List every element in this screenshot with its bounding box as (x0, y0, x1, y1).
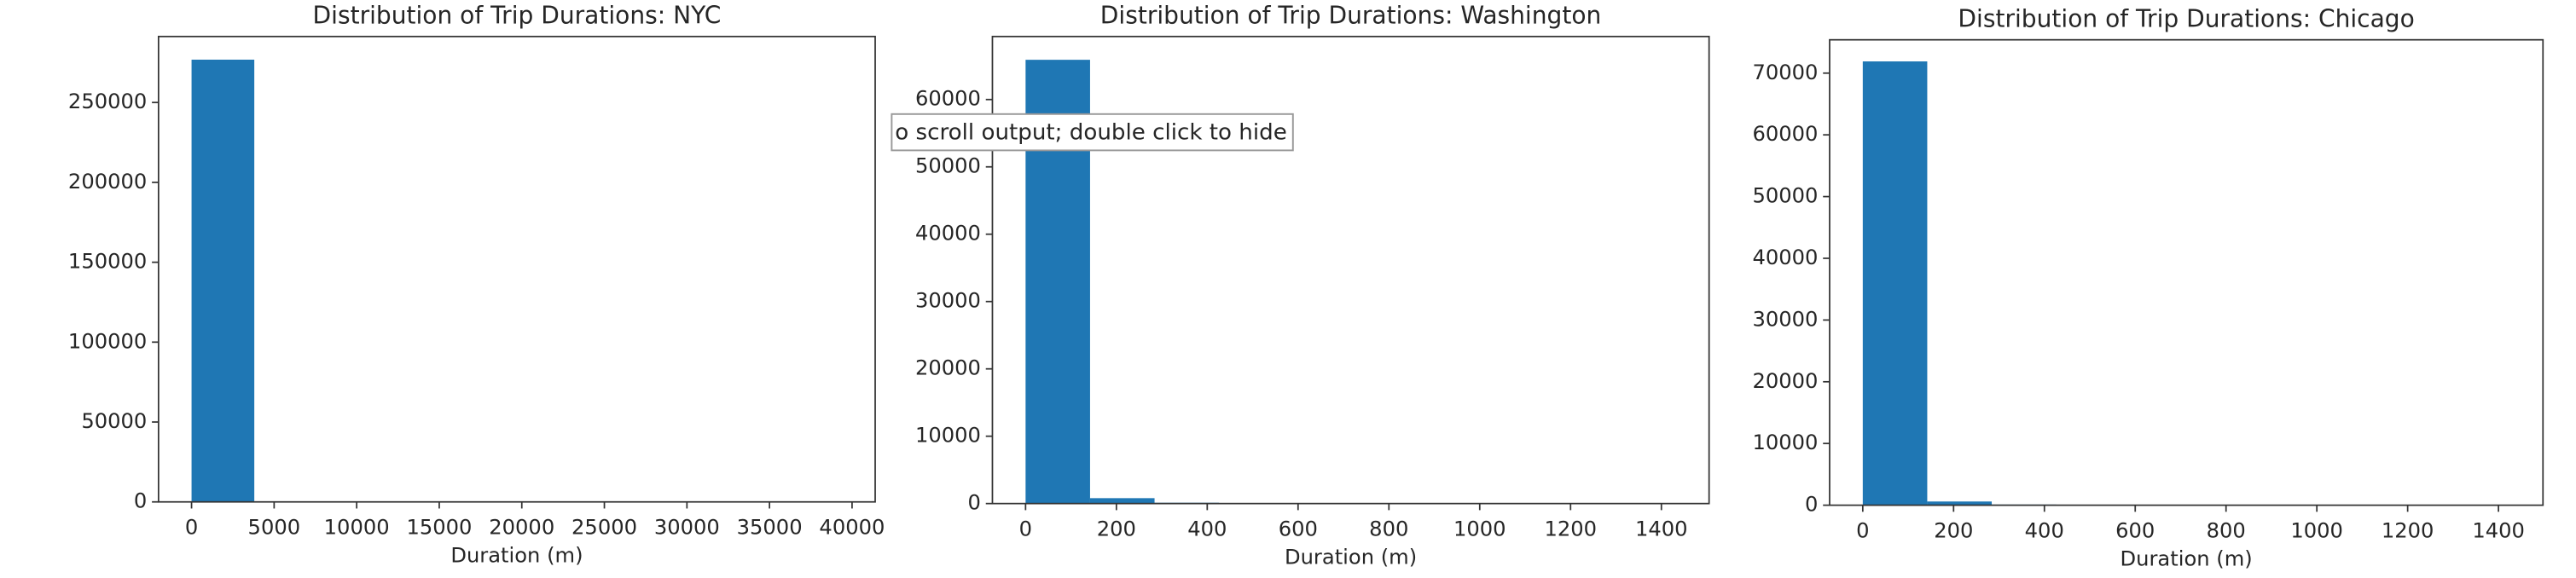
x-tick-label: 200 (1934, 519, 1973, 543)
chart: Distribution of Trip Durations: Washingt… (915, 2, 1710, 569)
x-tick-label: 25000 (571, 516, 637, 540)
x-tick-label: 800 (2207, 519, 2246, 543)
x-tick-label: 600 (1279, 517, 1318, 541)
x-tick-label: 1400 (1635, 517, 1688, 541)
x-axis-label: Duration (m) (450, 544, 583, 568)
x-tick-label: 40000 (819, 516, 885, 540)
bar (1089, 498, 1155, 504)
x-tick-label: 5000 (248, 516, 301, 540)
bar (1862, 61, 1928, 506)
y-tick-label: 250000 (68, 90, 147, 113)
bar (191, 59, 255, 502)
y-tick-label: 50000 (915, 154, 981, 178)
y-tick-label: 150000 (68, 250, 147, 274)
y-tick-label: 20000 (915, 356, 981, 380)
y-tick-label: 40000 (1752, 246, 1818, 269)
y-tick-label: 20000 (1752, 369, 1818, 393)
y-tick-label: 0 (134, 489, 147, 513)
y-tick-label: 40000 (915, 222, 981, 246)
chart: Distribution of Trip Durations: Chicago 0… (1752, 4, 2544, 570)
x-tick-label: 1000 (1453, 517, 1506, 541)
y-tick-label: 0 (1805, 493, 1818, 517)
y-tick-label: 50000 (81, 409, 147, 433)
plot-frame (157, 35, 876, 503)
y-tick-label: 30000 (1752, 307, 1818, 331)
y-tick-label: 50000 (1752, 184, 1818, 208)
x-axis-label: Duration (m) (2121, 546, 2253, 570)
x-tick-label: 0 (1856, 519, 1869, 543)
y-tick-label: 70000 (1752, 61, 1818, 84)
x-tick-label: 20000 (489, 516, 554, 540)
bar (1927, 501, 1993, 506)
tooltip-text: o scroll output; double click to hide (895, 120, 1287, 146)
x-tick-label: 1400 (2472, 519, 2525, 543)
chart-title: Distribution of Trip Durations: Washingt… (1100, 2, 1601, 30)
y-tick-label: 10000 (915, 424, 981, 448)
x-tick-label: 1200 (2382, 519, 2434, 543)
y-tick-label: 100000 (68, 329, 147, 353)
x-tick-label: 1200 (1544, 517, 1597, 541)
y-tick-label: 60000 (1752, 122, 1818, 146)
y-tick-label: 60000 (915, 87, 981, 111)
tooltip-box (891, 113, 1294, 152)
x-tick-label: 1000 (2290, 519, 2343, 543)
x-tick-label: 35000 (737, 516, 803, 540)
x-tick-label: 400 (2025, 519, 2064, 543)
x-tick-label: 0 (1019, 517, 1032, 541)
chart-title: Distribution of Trip Durations: Chicago (1958, 4, 2414, 32)
x-tick-label: 15000 (406, 516, 472, 540)
x-tick-label: 800 (1369, 517, 1408, 541)
y-tick-label: 30000 (915, 289, 981, 313)
x-axis-label: Duration (m) (1285, 546, 1417, 569)
chart: Distribution of Trip Durations: NYC 0 5000… (68, 2, 885, 568)
tooltip[interactable]: o scroll output; double click to hide (891, 113, 1294, 152)
x-tick-label: 30000 (654, 516, 720, 540)
x-tick-label: 10000 (324, 516, 390, 540)
y-tick-label: 200000 (68, 170, 147, 194)
x-tick-label: 600 (2115, 519, 2155, 543)
plot-frame (1829, 38, 2544, 506)
y-tick-label: 10000 (1752, 431, 1818, 454)
x-tick-label: 400 (1187, 517, 1227, 541)
x-tick-label: 200 (1097, 517, 1136, 541)
plot-frame (991, 35, 1710, 505)
x-tick-label: 0 (185, 516, 198, 540)
chart-title: Distribution of Trip Durations: NYC (313, 2, 722, 30)
y-tick-label: 0 (968, 491, 981, 515)
